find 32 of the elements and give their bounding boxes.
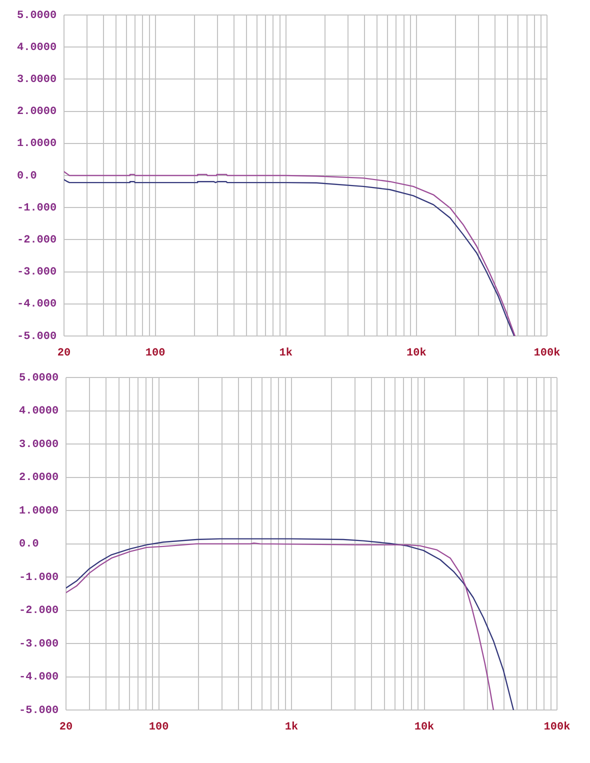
x-tick-label: 100 — [145, 347, 166, 360]
y-tick-label: -3.000 — [17, 266, 57, 279]
y-tick-label: -5.000 — [19, 704, 59, 717]
y-tick-label: 5.0000 — [19, 372, 59, 384]
y-tick-label: 5.0000 — [17, 10, 57, 22]
y-tick-label: 1.0000 — [17, 138, 57, 150]
y-tick-label: -1.000 — [17, 202, 57, 214]
y-tick-label: -2.000 — [17, 234, 57, 246]
y-tick-label: -3.000 — [19, 638, 59, 650]
x-tick-label: 20 — [57, 347, 71, 360]
x-tick-label: 100k — [534, 347, 561, 360]
y-tick-label: 2.0000 — [17, 106, 57, 118]
y-tick-label: -1.000 — [19, 572, 59, 584]
x-tick-label: 20 — [59, 721, 73, 734]
y-tick-label: 3.0000 — [19, 438, 59, 451]
y-tick-label: -2.000 — [19, 605, 59, 618]
y-tick-label: 3.0000 — [17, 74, 57, 86]
y-tick-label: -5.000 — [17, 330, 57, 343]
x-tick-label: 1k — [284, 721, 299, 734]
x-tick-label: 1k — [279, 347, 293, 360]
x-tick-label: 10k — [406, 347, 427, 360]
y-tick-label: -4.000 — [17, 298, 57, 311]
x-tick-label: 100 — [148, 721, 169, 734]
x-tick-label: 10k — [414, 721, 435, 734]
y-tick-label: 4.0000 — [17, 42, 57, 54]
y-tick-label: 0.0 — [19, 538, 39, 551]
y-tick-label: 1.0000 — [19, 505, 59, 518]
y-tick-label: 0.0 — [17, 170, 37, 182]
y-tick-label: 2.0000 — [19, 472, 59, 484]
y-tick-label: 4.0000 — [19, 406, 59, 418]
y-tick-label: -4.000 — [19, 672, 59, 684]
x-tick-label: 100k — [544, 721, 571, 734]
